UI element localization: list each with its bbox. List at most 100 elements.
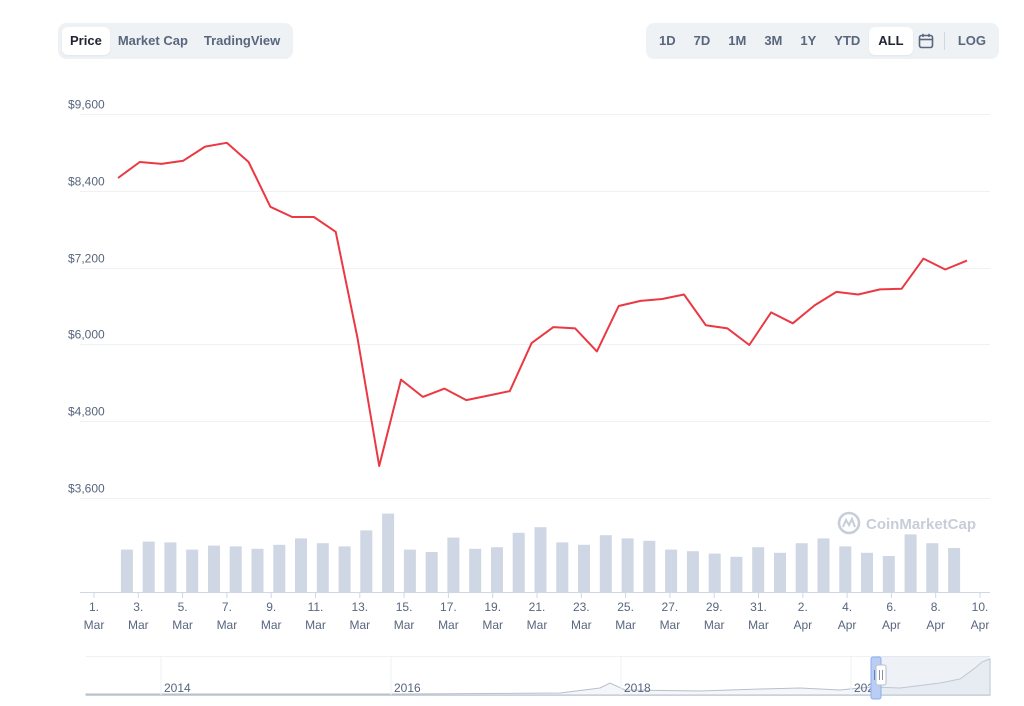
volume-bar: [774, 552, 786, 592]
log-scale-button[interactable]: LOG: [957, 33, 986, 48]
x-tick-day-label: 8.: [931, 600, 941, 614]
y-tick-label: $8,400: [68, 175, 105, 189]
range-7d-button[interactable]: 7D: [693, 33, 711, 48]
volume-bar: [665, 549, 678, 592]
volume-bar: [861, 552, 873, 592]
x-tick-month-label: Mar: [482, 618, 503, 632]
volume-bar: [295, 538, 307, 592]
volume-bar: [621, 538, 634, 592]
grid-lines: [80, 114, 990, 499]
x-tick-day-label: 9.: [266, 600, 276, 614]
navigator-year-label: 2014: [164, 681, 191, 695]
x-tick-day-label: 13.: [351, 600, 368, 614]
volume-bar: [251, 548, 264, 592]
x-tick-day-label: 3.: [133, 600, 143, 614]
navigator-selection[interactable]: [876, 656, 990, 696]
x-tick-month-label: Mar: [84, 618, 105, 632]
volume-bar: [926, 543, 939, 592]
x-tick-day-label: 17.: [440, 600, 457, 614]
x-tick-month-label: Mar: [349, 618, 370, 632]
volume-bar: [273, 544, 286, 592]
volume-bar: [730, 556, 743, 592]
volume-bar: [120, 549, 133, 592]
volume-bar: [752, 547, 765, 592]
x-tick-month-label: Apr: [971, 618, 990, 632]
volume-bar: [425, 552, 438, 592]
volume-bar: [447, 537, 460, 592]
x-tick-day-label: 19.: [484, 600, 501, 614]
x-tick-month-label: Mar: [128, 618, 149, 632]
volume-bar: [403, 549, 416, 592]
volume-bar: [469, 548, 482, 592]
range-3m-button[interactable]: 3M: [764, 33, 783, 48]
range-tabs: 1D 7D 1M 3M 1Y YTD ALL LOG: [646, 23, 999, 59]
navigator-year-label: 2016: [394, 681, 421, 695]
volume-bars: [120, 513, 961, 592]
volume-bar: [382, 513, 395, 592]
volume-bar: [142, 541, 155, 592]
volume-bar: [316, 543, 329, 592]
volume-bar: [817, 538, 830, 592]
volume-bar: [904, 534, 917, 592]
tab-market-cap[interactable]: Market Cap: [117, 33, 188, 48]
x-axis-ticks: 1. Mar 3. Mar 5. Mar 7. Mar 9. Mar 11. Mar 13. Mar 15.…: [84, 592, 990, 632]
range-1d-button[interactable]: 1D: [659, 33, 676, 48]
navigator-series: [85, 658, 991, 696]
calendar-icon: [918, 33, 934, 49]
x-tick-month-label: Mar: [172, 618, 193, 632]
x-tick-month-label: Mar: [261, 618, 282, 632]
volume-bar: [534, 527, 547, 592]
volume-bar: [208, 545, 220, 592]
navigator-year-labels: 2014 2016 2018 2020: [160, 657, 881, 695]
x-tick-day-label: 7.: [222, 600, 232, 614]
volume-bar: [839, 546, 852, 592]
volume-bar: [686, 551, 699, 592]
navigator-handle-right[interactable]: [875, 664, 887, 686]
x-tick-day-label: 1.: [89, 600, 99, 614]
x-tick-month-label: Apr: [926, 618, 945, 632]
x-tick-day-label: 11.: [308, 600, 324, 614]
range-1y-button[interactable]: 1Y: [800, 33, 817, 48]
navigator-handle[interactable]: [870, 656, 882, 700]
x-tick-day-label: 15.: [396, 600, 413, 614]
volume-bar: [948, 548, 961, 592]
y-tick-label: $7,200: [68, 252, 105, 266]
tab-tradingview[interactable]: TradingView: [203, 33, 281, 48]
x-tick-day-label: 5.: [178, 600, 188, 614]
volume-bar: [556, 542, 569, 592]
x-tick-month-label: Mar: [305, 618, 326, 632]
coinmarketcap-watermark: CoinMarketCap: [837, 511, 976, 535]
y-tick-label: $4,800: [68, 405, 105, 419]
x-tick-day-label: 2.: [798, 600, 808, 614]
x-tick-month-label: Apr: [882, 618, 901, 632]
navigator-year-label: 2018: [624, 681, 651, 695]
range-ytd-button[interactable]: YTD: [834, 33, 861, 48]
calendar-button[interactable]: [913, 27, 940, 55]
volume-bar: [578, 544, 590, 592]
x-tick-month-label: Apr: [793, 618, 812, 632]
coinmarketcap-logo-icon: [837, 511, 861, 535]
volume-bar: [882, 556, 895, 592]
y-tick-label: $9,600: [68, 98, 105, 112]
watermark-text: CoinMarketCap: [866, 516, 976, 533]
view-tabs: Price Market Cap TradingView: [58, 23, 293, 59]
x-tick-month-label: Mar: [748, 618, 769, 632]
x-tick-month-label: Mar: [527, 618, 548, 632]
volume-bar: [338, 546, 351, 592]
x-tick-day-label: 25.: [617, 600, 634, 614]
x-tick-day-label: 23.: [573, 600, 590, 614]
tab-price[interactable]: Price: [62, 27, 110, 55]
x-tick-day-label: 27.: [662, 600, 679, 614]
x-tick-month-label: Mar: [704, 618, 725, 632]
volume-bar: [795, 543, 808, 592]
x-tick-day-label: 10.: [972, 600, 989, 614]
x-tick-month-label: Mar: [660, 618, 681, 632]
volume-bar: [229, 546, 242, 592]
range-all-button[interactable]: ALL: [869, 27, 913, 55]
navigator-year-label: 2020: [854, 681, 881, 695]
volume-bar: [360, 530, 373, 592]
volume-bar: [599, 535, 612, 592]
range-1m-button[interactable]: 1M: [728, 33, 747, 48]
x-tick-day-label: 31.: [750, 600, 767, 614]
